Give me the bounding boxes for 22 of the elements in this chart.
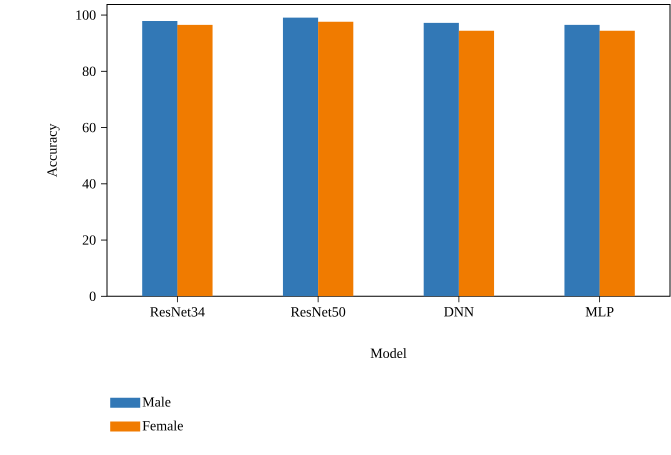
- bar: [600, 30, 635, 296]
- bar: [318, 22, 354, 296]
- x-tick-label: MLP: [586, 307, 614, 316]
- y-tick-label: 60: [82, 122, 96, 132]
- bar: [458, 30, 494, 296]
- bar: [564, 24, 600, 296]
- y-tick-label: 40: [82, 179, 96, 189]
- y-tick-label: 100: [76, 10, 96, 20]
- x-tick-label: ResNet50: [290, 307, 346, 317]
- bar: [282, 18, 318, 296]
- y-tick-label: 20: [82, 235, 96, 245]
- bar: [142, 20, 178, 296]
- legend-label: Female: [142, 420, 183, 430]
- y-tick-label: 80: [82, 66, 96, 76]
- bar: [424, 22, 459, 296]
- y-tick-label: 0: [90, 292, 96, 302]
- legend-label: Male: [142, 396, 170, 407]
- x-tick-label: ResNet34: [150, 307, 205, 317]
- bar: [177, 24, 213, 296]
- y-axis-title: Accuracy: [47, 124, 60, 178]
- x-axis-title: Model: [370, 348, 406, 358]
- x-tick-label: DNN: [444, 307, 474, 316]
